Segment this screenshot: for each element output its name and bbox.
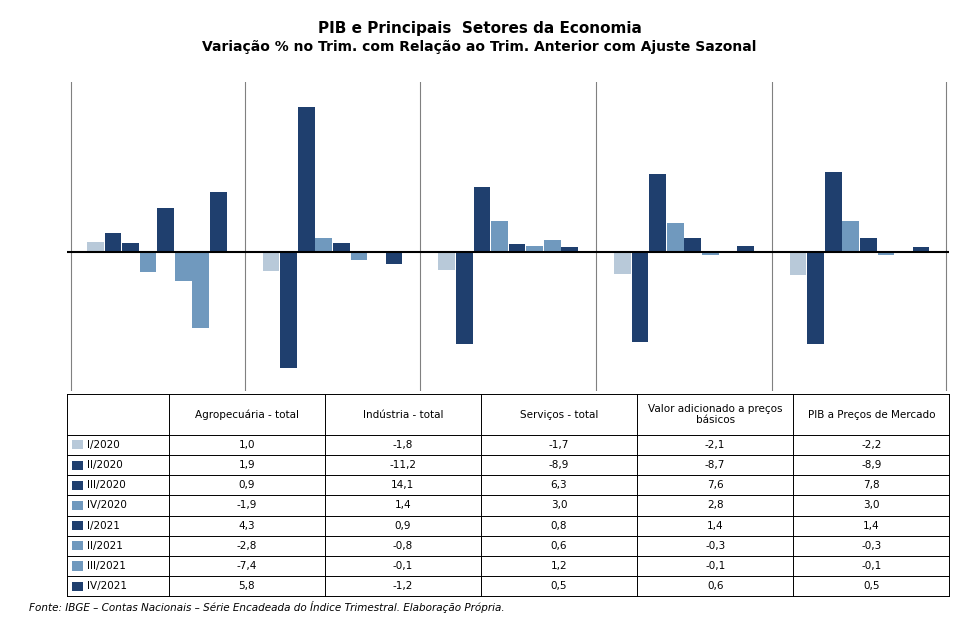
Text: Serviços - total: Serviços - total	[520, 410, 598, 420]
Text: -1,2: -1,2	[392, 581, 413, 591]
Text: -1,7: -1,7	[549, 440, 570, 450]
Bar	[807, 252, 824, 344]
Text: 0,6: 0,6	[550, 541, 568, 551]
Bar	[474, 187, 490, 252]
Text: -0,8: -0,8	[393, 541, 413, 551]
Text: -2,8: -2,8	[237, 541, 257, 551]
Text: Variação % no Trim. com Relação ao Trim. Anterior com Ajuste Sazonal: Variação % no Trim. com Relação ao Trim.…	[202, 40, 757, 54]
Text: 4,3: 4,3	[239, 521, 255, 531]
Bar	[508, 244, 526, 252]
Bar	[280, 252, 297, 367]
Text: 0,9: 0,9	[394, 521, 411, 531]
Bar	[87, 242, 104, 252]
Bar	[122, 243, 139, 252]
Bar	[913, 247, 929, 252]
Text: 7,8: 7,8	[863, 480, 879, 490]
Bar	[877, 252, 895, 255]
Text: -2,2: -2,2	[861, 440, 881, 450]
Bar	[316, 238, 332, 252]
Text: -11,2: -11,2	[389, 460, 416, 470]
Text: -8,9: -8,9	[549, 460, 570, 470]
Bar	[175, 252, 192, 281]
Text: -2,1: -2,1	[705, 440, 725, 450]
Text: -7,4: -7,4	[237, 561, 257, 571]
Bar	[632, 252, 648, 342]
Bar	[526, 246, 543, 252]
Text: -0,1: -0,1	[393, 561, 413, 571]
Text: -8,9: -8,9	[861, 460, 881, 470]
Bar	[456, 252, 473, 344]
Bar	[737, 246, 754, 252]
Bar	[719, 252, 737, 253]
Bar	[157, 208, 174, 252]
Bar	[860, 238, 877, 252]
Text: -0,3: -0,3	[861, 541, 881, 551]
Text: 1,0: 1,0	[239, 440, 255, 450]
Bar	[210, 192, 226, 252]
Bar	[843, 221, 859, 252]
Text: III/2021: III/2021	[87, 561, 127, 571]
Text: 1,9: 1,9	[239, 460, 255, 470]
Text: III/2020: III/2020	[87, 480, 126, 490]
Text: 1,4: 1,4	[707, 521, 723, 531]
Bar	[140, 252, 156, 272]
Bar	[368, 252, 385, 253]
Text: 0,6: 0,6	[707, 581, 723, 591]
Bar	[895, 252, 912, 253]
Bar	[105, 232, 122, 252]
Bar	[561, 247, 578, 252]
Text: 6,3: 6,3	[550, 480, 568, 490]
Text: 3,0: 3,0	[863, 500, 879, 510]
Text: 0,5: 0,5	[550, 581, 568, 591]
Text: Agropecuária - total: Agropecuária - total	[195, 410, 298, 420]
Bar	[298, 107, 315, 252]
Text: 0,5: 0,5	[863, 581, 879, 591]
Text: 2,8: 2,8	[707, 500, 723, 510]
Text: 5,8: 5,8	[239, 581, 255, 591]
Text: 1,4: 1,4	[394, 500, 411, 510]
Bar	[685, 238, 701, 252]
Text: PIB e Principais  Setores da Economia: PIB e Principais Setores da Economia	[317, 21, 642, 36]
Text: 1,4: 1,4	[863, 521, 879, 531]
Bar	[544, 240, 560, 252]
Text: II/2021: II/2021	[87, 541, 123, 551]
Bar	[438, 252, 456, 269]
Text: 0,9: 0,9	[239, 480, 255, 490]
Bar	[614, 252, 631, 274]
Text: 7,6: 7,6	[707, 480, 723, 490]
Text: I/2021: I/2021	[87, 521, 120, 531]
Text: -0,3: -0,3	[705, 541, 725, 551]
Text: -0,1: -0,1	[861, 561, 881, 571]
Bar	[825, 172, 842, 252]
Bar	[351, 252, 367, 261]
Text: 3,0: 3,0	[550, 500, 568, 510]
Text: IV/2021: IV/2021	[87, 581, 128, 591]
Bar	[702, 252, 718, 255]
Bar	[386, 252, 403, 264]
Text: -1,9: -1,9	[237, 500, 257, 510]
Bar	[263, 252, 279, 271]
Text: -0,1: -0,1	[705, 561, 725, 571]
Bar	[790, 252, 807, 274]
Text: -1,8: -1,8	[392, 440, 413, 450]
Text: II/2020: II/2020	[87, 460, 123, 470]
Bar	[333, 243, 350, 252]
Text: 14,1: 14,1	[391, 480, 414, 490]
Bar	[193, 252, 209, 328]
Text: Fonte: IBGE – Contas Nacionais – Série Encadeada do Índice Trimestral. Elaboraçã: Fonte: IBGE – Contas Nacionais – Série E…	[29, 601, 504, 613]
Text: PIB a Preços de Mercado: PIB a Preços de Mercado	[807, 410, 935, 420]
Text: IV/2020: IV/2020	[87, 500, 128, 510]
Text: Indústria - total: Indústria - total	[363, 410, 443, 420]
Bar	[667, 223, 684, 252]
Text: 0,8: 0,8	[550, 521, 568, 531]
Text: -8,7: -8,7	[705, 460, 725, 470]
Bar	[491, 221, 508, 252]
Text: Valor adicionado a preços
básicos: Valor adicionado a preços básicos	[648, 404, 783, 425]
Bar	[649, 174, 666, 252]
Text: I/2020: I/2020	[87, 440, 120, 450]
Text: 1,2: 1,2	[550, 561, 568, 571]
